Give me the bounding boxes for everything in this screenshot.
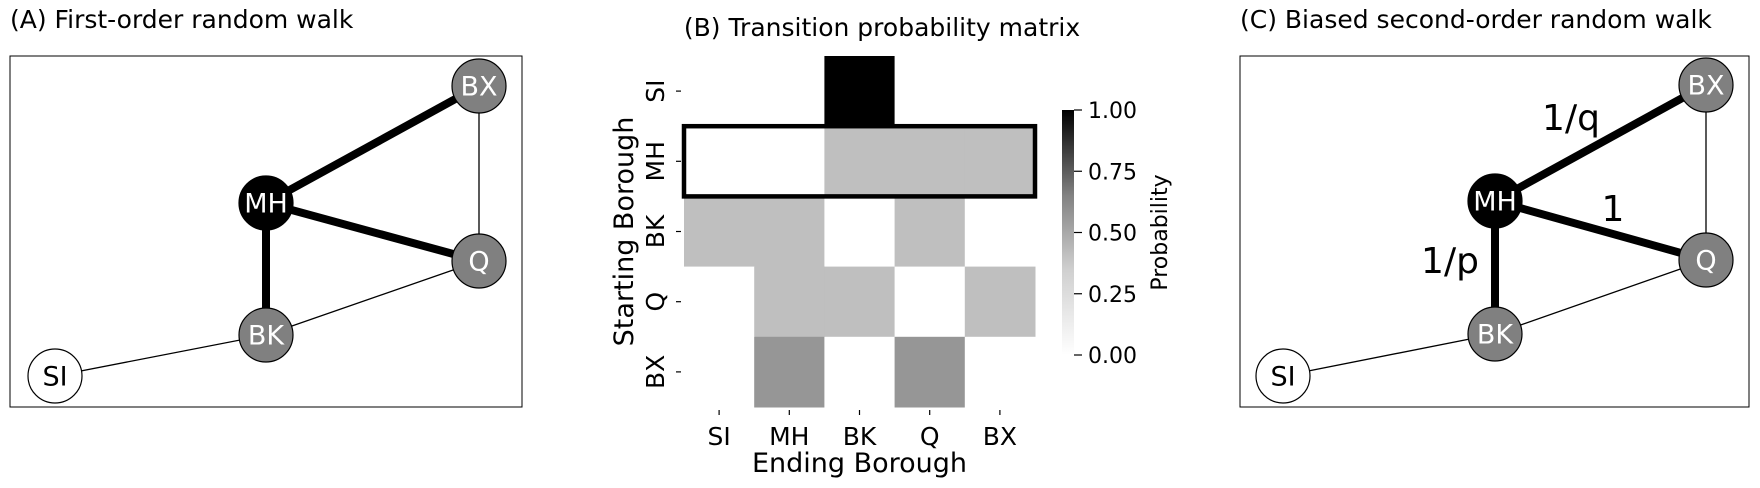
graph-c-node-label-bx: BX [1687,71,1724,102]
highlighted-row-box [681,123,1038,199]
heatmap-cell-q-mh [754,266,825,338]
graph-a-node-bk [238,307,294,363]
graph-c-node-label-bk: BK [1477,320,1515,351]
heatmap-cell-bk-q [894,196,966,268]
heatmap-cell-bx-mh [754,336,825,408]
y-tick-label-bk: BK [641,214,670,248]
x-tick-label-q: Q [920,422,940,451]
graph-c-node-bk [1467,306,1523,362]
panel-a-frame [9,55,523,408]
heatmap-cell-mh-bk [824,126,896,197]
graph-a-node-si [27,348,83,404]
graph-a-edge-mh-q [264,199,481,265]
heatmap-cell-bk-bk [824,196,896,268]
graph-a-edge-mh-bx [264,82,481,207]
graph-a: SI MH BK Q BX [27,58,507,404]
heatmap-cell-mh-mh [754,126,825,197]
graph-a-node-label-bk: BK [248,321,286,352]
panel-c-title: (C) Biased second-order random walk [1240,5,1712,34]
graph-c-node-label-mh: MH [1473,187,1517,218]
heatmap-cell-mh-q [894,126,966,197]
y-axis-label: Starting Borough [609,117,640,347]
heatmap-cell-bx-q [894,336,966,408]
heatmap-cell-si-mh [754,56,825,127]
colorbar-tick-label: 1.00 [1088,99,1137,124]
graph-c-node-bx [1678,57,1734,113]
graph-a-node-label-si: SI [42,362,67,393]
heatmap-cell-si-bx [964,56,1036,127]
graph-a-node-label-mh: MH [244,189,288,220]
graph-a-node-bx [451,58,507,114]
edge-label-mh-bx: 1/q [1542,98,1600,139]
edge-label-mh-q: 1 [1602,189,1625,230]
panel-a: (A) First-order random walk SI MH BK Q BX [9,5,523,408]
panel-c: (C) Biased second-order random walk SI MH… [1239,5,1750,408]
graph-a-edge-si-bk [54,334,267,377]
x-tick-label-si: SI [707,422,730,451]
panel-a-title: (A) First-order random walk [10,5,354,34]
graph-c-edge-bk-q [1494,259,1707,335]
graph-c-node-label-si: SI [1270,362,1295,393]
heatmap-cell-si-si [684,56,755,127]
graph-c: SI MH BK Q BX [1255,57,1734,404]
x-tick-label-mh: MH [769,422,809,451]
y-tick-label-si: SI [641,79,670,102]
heatmap-cell-q-q [894,266,966,338]
panel-b-title: (B) Transition probability matrix [684,13,1080,42]
graph-c-node-si [1255,348,1311,404]
heatmap-cell-mh-si [684,126,755,197]
graph-a-edge-bk-q [265,260,480,336]
graph-c-edge-si-bk [1282,333,1496,377]
heatmap-cell-bk-bx [964,196,1036,268]
y-tick-label-mh: MH [641,141,670,181]
graph-c-node-mh [1467,173,1523,229]
heatmap-cell-bx-si [684,336,755,408]
colorbar-label: Probability [1148,174,1173,290]
heatmap-cell-bx-bx [964,336,1036,408]
x-tick-label-bk: BK [843,422,877,451]
colorbar-tick-label: 0.75 [1088,160,1137,185]
colorbar-tick-label: 0.00 [1088,344,1137,369]
graph-c-edge-mh-q [1493,197,1708,264]
colorbar-tick-label: 0.25 [1088,283,1137,308]
colorbar-gradient [1062,110,1074,355]
y-tick-label-bx: BX [641,355,670,389]
graph-c-node-label-q: Q [1695,246,1716,277]
heatmap-cell-mh-bx [964,126,1036,197]
heatmap: SI MH BK Q BX SI MH BK Q BX Ending Borough Starting… [609,56,1038,479]
heatmap-cell-bx-bk [824,336,896,408]
heatmap-cell-q-bk [824,266,896,338]
heatmap-cell-bk-si [684,196,755,268]
y-tick-label-q: Q [641,292,670,312]
graph-a-node-label-bx: BX [460,72,497,103]
graph-c-edge-mh-bx [1493,81,1708,205]
graph-a-node-mh [238,175,294,231]
heatmap-cell-si-bk [824,56,896,127]
heatmap-cell-q-bx [964,266,1036,338]
graph-c-node-q [1678,232,1734,288]
colorbar: 0.00 0.25 0.50 0.75 1.00 Probability [1062,99,1173,369]
heatmap-cell-si-q [894,56,966,127]
colorbar-tick-label: 0.50 [1088,222,1137,247]
heatmap-cell-q-si [684,266,755,338]
x-tick-label-bx: BX [983,422,1017,451]
heatmap-cell-bk-mh [754,196,825,268]
edge-label-mh-bk: 1/p [1421,241,1479,282]
panel-c-frame [1239,55,1750,408]
graph-a-node-q [451,233,507,289]
graph-a-node-label-q: Q [468,247,489,278]
x-axis-label: Ending Borough [752,448,967,479]
panel-b: (B) Transition probability matrix SI MH BK… [609,13,1173,479]
